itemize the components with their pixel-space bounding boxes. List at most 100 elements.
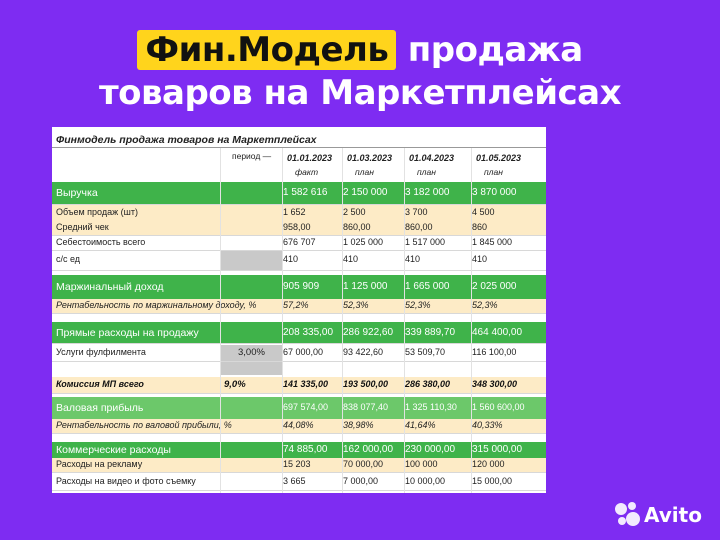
row-value: 70 000,00 xyxy=(343,459,384,469)
row-value: 53 509,70 xyxy=(405,347,446,357)
row-background xyxy=(282,397,546,419)
row-value: 1 845 000 xyxy=(472,236,513,247)
row-label: Валовая прибыль xyxy=(56,402,144,414)
column-date: 01.04.2023 xyxy=(409,153,455,163)
column-line xyxy=(342,148,343,493)
row-background xyxy=(220,377,282,393)
row-background xyxy=(220,322,282,343)
row-line xyxy=(52,313,546,314)
row-background xyxy=(52,182,220,204)
row-background xyxy=(282,419,546,433)
row-background xyxy=(220,442,282,458)
row-label: Рентабельность по маржинальному доходу, … xyxy=(56,300,257,310)
row-label: Коммерческие расходы xyxy=(56,444,171,456)
row-line xyxy=(52,472,546,473)
row-background xyxy=(52,419,220,433)
column-line xyxy=(404,148,405,493)
row-value: 38,98% xyxy=(343,420,374,430)
gray-cell xyxy=(221,345,282,375)
row-label: Прямые расходы на продажу xyxy=(56,326,199,339)
row-value: 410 xyxy=(472,254,488,264)
row-value: 4 500 xyxy=(472,206,495,217)
row-label: Выручка xyxy=(56,187,98,199)
row-line xyxy=(52,361,546,362)
row-line xyxy=(52,490,546,491)
row-line xyxy=(52,204,546,205)
row-value: 464 400,00 xyxy=(472,326,523,338)
row-value: 7 000,00 xyxy=(343,476,379,486)
row-value: 40,33% xyxy=(472,420,503,430)
row-background xyxy=(52,299,220,313)
column-kind: план xyxy=(355,167,374,177)
row-value: 838 077,40 xyxy=(343,402,389,412)
table-title: Финмодель продажа товаров на Маркетплейс… xyxy=(56,134,317,146)
row-label: с/с ед xyxy=(56,254,81,264)
row-param: 9,0% xyxy=(224,379,246,390)
column-date: 01.01.2023 xyxy=(287,153,333,163)
row-label: Расходы на рекламу xyxy=(56,459,143,469)
row-line xyxy=(52,393,546,394)
column-date: 01.05.2023 xyxy=(476,153,522,163)
row-value: 905 909 xyxy=(283,281,320,292)
row-background xyxy=(282,322,546,343)
row-value: 3 665 xyxy=(283,476,306,486)
row-value: 676 707 xyxy=(283,236,316,247)
row-value: 1 517 000 xyxy=(405,236,446,247)
row-value: 208 335,00 xyxy=(283,326,334,338)
row-value: 120 000 xyxy=(472,459,505,469)
row-line xyxy=(52,270,546,271)
column-line xyxy=(220,148,221,493)
row-value: 57,2% xyxy=(283,300,309,310)
row-value: 1 025 000 xyxy=(343,236,384,247)
row-value: 410 xyxy=(405,254,421,264)
row-value: 339 889,70 xyxy=(405,326,456,338)
row-value: 348 300,00 xyxy=(472,379,518,389)
row-background xyxy=(52,397,220,419)
column-kind: план xyxy=(417,167,436,177)
row-background xyxy=(282,442,546,458)
row-line xyxy=(52,250,546,251)
row-value: 74 885,00 xyxy=(283,444,328,455)
column-kind: план xyxy=(484,167,503,177)
row-value: 93 422,60 xyxy=(343,347,384,357)
rule xyxy=(52,147,546,148)
row-background xyxy=(220,220,282,235)
column-date: 01.03.2023 xyxy=(347,153,393,163)
row-background xyxy=(52,220,220,235)
row-background xyxy=(282,275,546,299)
row-value: 860,00 xyxy=(405,221,433,232)
row-background xyxy=(52,458,220,472)
watermark-text: Avito xyxy=(644,503,702,527)
row-background xyxy=(282,299,546,313)
row-value: 1 325 110,30 xyxy=(405,402,457,412)
row-value: 52,3% xyxy=(472,300,498,310)
row-value: 52,3% xyxy=(405,300,431,310)
row-value: 44,08% xyxy=(283,420,314,430)
row-value: 41,64% xyxy=(405,420,436,430)
row-value: 2 150 000 xyxy=(343,187,388,198)
headline-text: продажа xyxy=(407,30,583,70)
row-background xyxy=(282,220,546,235)
row-value: 1 665 000 xyxy=(405,281,450,292)
row-background xyxy=(282,182,546,204)
column-kind: факт xyxy=(295,167,319,177)
row-value: 410 xyxy=(283,254,299,264)
row-value: 100 000 xyxy=(405,459,438,469)
row-label: Объем продаж (шт) xyxy=(56,206,138,217)
row-background xyxy=(282,377,546,393)
row-background xyxy=(282,458,546,472)
row-label: Комиссия МП всего xyxy=(56,379,144,389)
row-background xyxy=(52,377,220,393)
row-label: Рентабельность по валовой прибыли, % xyxy=(56,420,232,430)
row-value: 286 380,00 xyxy=(405,379,451,389)
row-value: 116 100,00 xyxy=(472,347,517,357)
row-line xyxy=(52,235,546,236)
row-value: 15 203 xyxy=(283,459,311,469)
row-background xyxy=(52,322,220,343)
row-value: 3 182 000 xyxy=(405,187,450,198)
row-background xyxy=(220,205,282,220)
row-background xyxy=(220,299,282,313)
period-label: период — xyxy=(232,151,272,161)
column-line xyxy=(282,148,283,493)
